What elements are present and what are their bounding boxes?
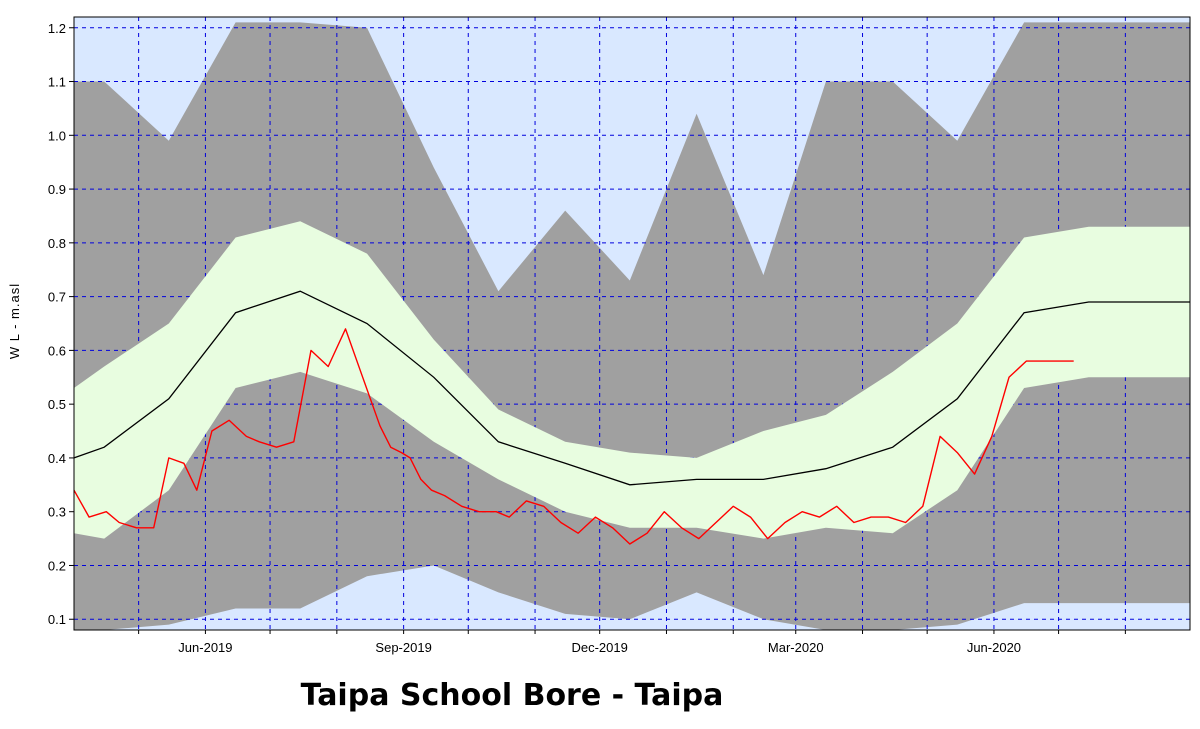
percentile-band-layer [74, 221, 1190, 539]
x-tick-label: Dec-2019 [571, 640, 627, 655]
y-tick-label: 0.8 [48, 236, 66, 251]
x-tick-label: Mar-2020 [768, 640, 824, 655]
median-line [73, 290, 1190, 486]
x-axis-ticks: Jun-2019 Sep-2019 Dec-2019 Mar-2020 Jun-2020 [138, 630, 1126, 655]
x-tick-label: Jun-2019 [178, 640, 232, 655]
observed-line-layer [73, 328, 1074, 545]
y-tick-label: 0.4 [48, 451, 66, 466]
y-tick-label: 0.3 [48, 505, 66, 520]
y-axis-ticks: 0.1 0.2 0.3 0.4 0.5 0.6 0.7 0.8 0.9 1.0 1.1 1.2 [48, 21, 74, 627]
plot-border [73, 16, 1191, 631]
y-tick-label: 0.7 [48, 290, 66, 305]
percentile-band [74, 221, 1190, 539]
x-tick-label: Sep-2019 [375, 640, 431, 655]
y-tick-label: 0.9 [48, 182, 66, 197]
y-tick-label: 0.2 [48, 558, 66, 573]
y-tick-label: 1.2 [48, 21, 66, 36]
chart-title: Taipa School Bore - Taipa [300, 678, 724, 713]
x-tick-label: Jun-2020 [967, 640, 1021, 655]
y-tick-label: 1.1 [48, 75, 66, 90]
observed-water-level-line [73, 328, 1074, 545]
y-tick-label: 0.1 [48, 612, 66, 627]
y-tick-label: 0.5 [48, 397, 66, 412]
median-line-layer [73, 290, 1190, 486]
y-tick-label: 1.0 [48, 128, 66, 143]
y-axis-label: W L - m.asl [7, 283, 22, 359]
y-tick-label: 0.6 [48, 343, 66, 358]
